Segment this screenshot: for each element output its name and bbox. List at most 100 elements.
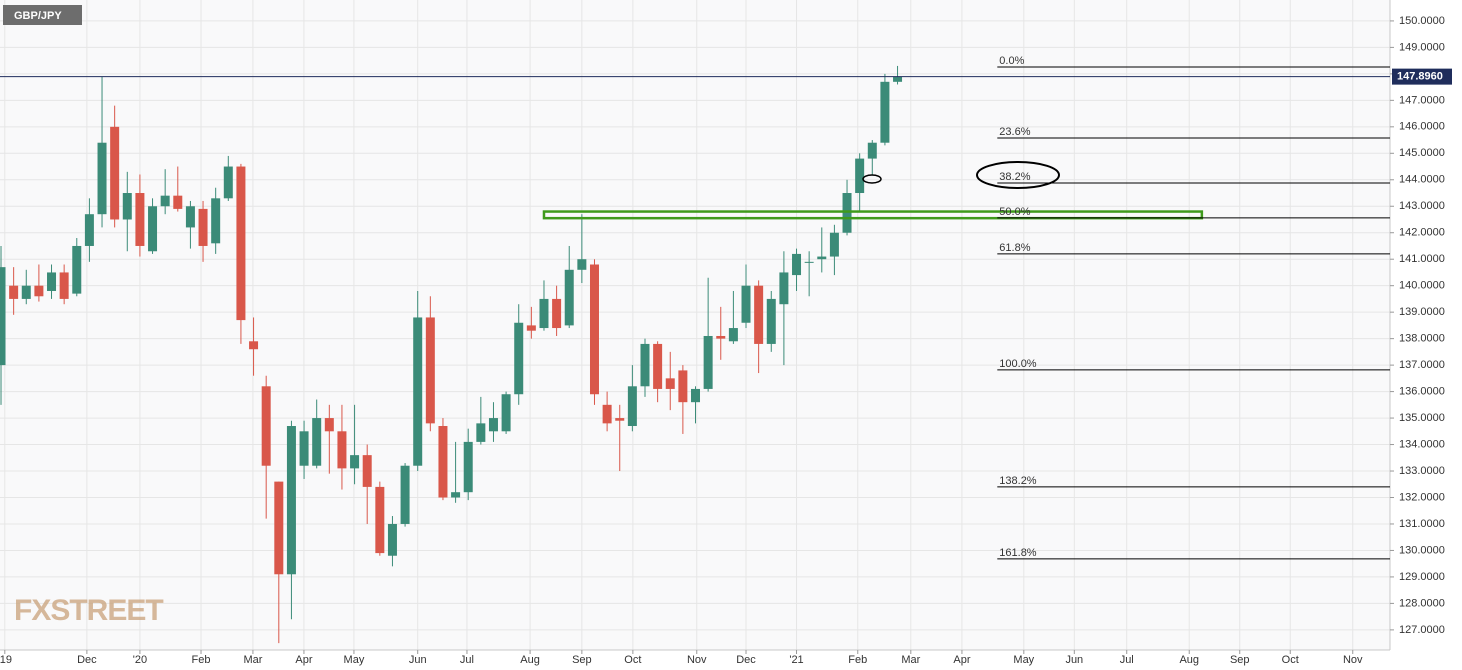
fib-label: 23.6% <box>999 126 1030 138</box>
y-tick-label: 141.0000 <box>1399 253 1445 265</box>
y-tick-label: 130.0000 <box>1399 544 1445 556</box>
x-tick-label: '20 <box>133 654 147 666</box>
candle-body <box>438 426 448 498</box>
candle-body <box>34 285 44 297</box>
x-tick-label: Sep <box>1230 654 1250 666</box>
fib-label: 161.8% <box>999 547 1037 559</box>
last-price-label: 147.8960 <box>1397 71 1443 83</box>
x-tick-label: Feb <box>192 654 211 666</box>
candle-body <box>236 166 246 321</box>
candle-body <box>173 195 183 209</box>
candle-body <box>855 158 865 194</box>
candle-body <box>223 166 233 199</box>
x-tick-label: Jun <box>409 654 427 666</box>
candle-body <box>451 492 461 498</box>
candle-body <box>526 325 536 331</box>
candle-body <box>299 431 309 466</box>
watermark: FXSTREET <box>14 594 163 627</box>
x-tick-label: Mar <box>901 654 920 666</box>
candle-body <box>387 523 397 556</box>
y-tick-label: 137.0000 <box>1399 359 1445 371</box>
candle-body <box>539 298 549 329</box>
y-tick-label: 135.0000 <box>1399 412 1445 424</box>
candle-body <box>400 465 410 524</box>
x-tick-label: Oct <box>1282 654 1299 666</box>
y-tick-label: 147.0000 <box>1399 94 1445 106</box>
candle-body <box>413 317 423 466</box>
candle-body <box>9 285 19 299</box>
candle-body <box>678 370 688 403</box>
y-tick-label: 136.0000 <box>1399 385 1445 397</box>
annotation-ellipse-small <box>862 174 882 184</box>
last-price-box <box>1392 68 1452 85</box>
candle-body <box>716 335 726 339</box>
candle-body <box>829 232 839 257</box>
candle-body <box>198 208 208 246</box>
candle-body <box>135 193 145 246</box>
x-tick-label: '21 <box>789 654 803 666</box>
candle-body <box>21 285 31 299</box>
x-tick-label: Apr <box>953 654 970 666</box>
candle-body <box>842 193 852 233</box>
candle-body <box>476 423 486 442</box>
x-tick-label: Dec <box>77 654 97 666</box>
candle-body <box>160 195 170 207</box>
x-tick-label: Jul <box>1120 654 1134 666</box>
candle-body <box>362 455 372 487</box>
y-tick-label: 145.0000 <box>1399 147 1445 159</box>
candle-body <box>47 272 57 291</box>
y-tick-label: 127.0000 <box>1399 624 1445 636</box>
candle-body <box>97 142 107 215</box>
candle-body <box>286 426 296 575</box>
candle-body <box>779 272 789 305</box>
candle-body <box>488 418 498 432</box>
candle-body <box>792 253 802 276</box>
candle-body <box>148 206 158 252</box>
candle-body <box>425 317 435 424</box>
x-tick-label: Nov <box>687 654 707 666</box>
y-tick-label: 132.0000 <box>1399 491 1445 503</box>
y-tick-label: 144.0000 <box>1399 174 1445 186</box>
plot-background <box>0 0 1390 650</box>
y-tick-label: 140.0000 <box>1399 280 1445 292</box>
candle-body <box>817 256 827 260</box>
x-tick-label: Oct <box>624 654 641 666</box>
y-tick-label: 150.0000 <box>1399 15 1445 27</box>
candle-body <box>312 418 322 466</box>
candle-body <box>514 322 524 395</box>
y-tick-label: 138.0000 <box>1399 333 1445 345</box>
candle-body <box>602 404 612 424</box>
y-tick-label: 128.0000 <box>1399 597 1445 609</box>
annotation-ellipse <box>976 161 1060 189</box>
candle-body <box>691 388 701 403</box>
candle-body <box>211 198 221 244</box>
title-box <box>3 5 82 25</box>
chart-title: GBP/JPY <box>14 10 62 22</box>
x-tick-label: Jun <box>1065 654 1083 666</box>
x-tick-label: May <box>344 654 365 666</box>
x-tick-label: Feb <box>848 654 867 666</box>
candle-body <box>0 267 6 366</box>
candle-body <box>249 341 259 350</box>
x-tick-label: Nov <box>1343 654 1363 666</box>
x-tick-label: Sep <box>572 654 592 666</box>
candle-body <box>589 264 599 395</box>
x-tick-label: May <box>1013 654 1034 666</box>
candle-body <box>665 378 675 389</box>
candle-body <box>640 343 650 387</box>
candle-body <box>615 418 625 421</box>
candle-body <box>703 335 713 389</box>
candle-body <box>350 455 360 469</box>
candle-body <box>564 269 574 326</box>
x-tick-label: Apr <box>295 654 312 666</box>
x-tick-label: Aug <box>1179 654 1199 666</box>
candle-body <box>880 81 890 143</box>
candle-body <box>741 285 751 323</box>
y-tick-label: 131.0000 <box>1399 518 1445 530</box>
candle-body <box>463 441 473 493</box>
fib-label: 61.8% <box>999 242 1030 254</box>
candle-body <box>893 76 903 82</box>
candle-body <box>59 272 69 299</box>
candle-body <box>766 298 776 344</box>
